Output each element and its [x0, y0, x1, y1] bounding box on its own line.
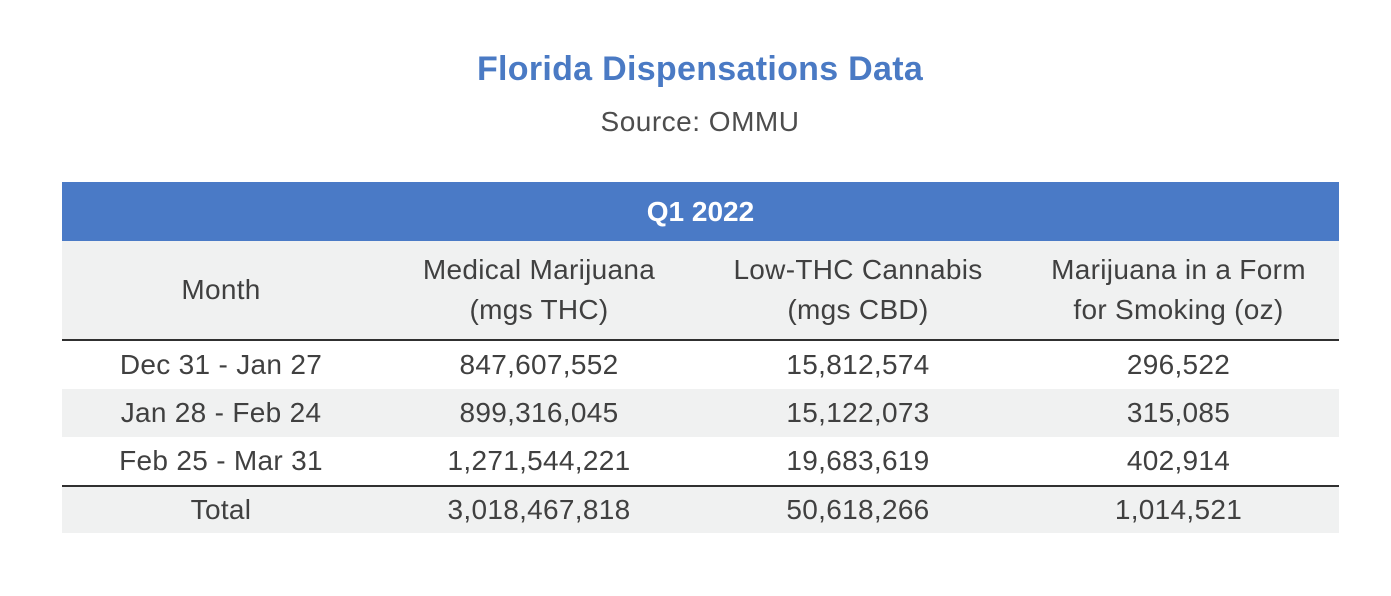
table-cell-low-thc-cannabis: 19,683,619 [786, 445, 930, 476]
column-header-line2: (mgs THC) [469, 294, 609, 325]
column-header-medical-marijuana: Medical Marijuana (mgs THC) [380, 241, 698, 339]
total-smoking-form: 1,014,521 [1114, 494, 1243, 525]
column-header-line1: Medical Marijuana [422, 254, 656, 285]
total-row: Total 3,018,467,818 50,618,266 1,014,521 [62, 485, 1339, 533]
column-header-line1: Marijuana in a Form [1051, 254, 1306, 285]
column-header-month: Month [62, 241, 380, 339]
column-header-line2: for Smoking (oz) [1073, 294, 1284, 325]
column-header-smoking-form: Marijuana in a Form for Smoking (oz) [1018, 241, 1339, 339]
data-table: Q1 2022 Month Medical Marijuana (mgs THC… [62, 182, 1339, 533]
table-cell-medical-marijuana: 899,316,045 [459, 397, 619, 428]
table-cell-low-thc-cannabis: 15,812,574 [786, 349, 930, 380]
chart-subtitle: Source: OMMU [600, 106, 800, 137]
total-label: Total [190, 494, 252, 525]
table-cell-medical-marijuana: 847,607,552 [459, 349, 619, 380]
table-row: Jan 28 - Feb 24 899,316,045 15,122,073 3… [62, 389, 1339, 437]
table-row: Dec 31 - Jan 27 847,607,552 15,812,574 2… [62, 341, 1339, 389]
column-header-month-line1: Month [181, 274, 261, 305]
table-cell-smoking-form: 296,522 [1126, 349, 1231, 380]
column-header-low-thc-cannabis: Low-THC Cannabis (mgs CBD) [698, 241, 1018, 339]
table-cell-month: Dec 31 - Jan 27 [119, 349, 323, 380]
table-cell-smoking-form: 315,085 [1126, 397, 1231, 428]
table-cell-smoking-form: 402,914 [1126, 445, 1231, 476]
column-header-line2: (mgs CBD) [787, 294, 929, 325]
table-cell-low-thc-cannabis: 15,122,073 [786, 397, 930, 428]
table-cell-medical-marijuana: 1,271,544,221 [447, 445, 631, 476]
total-medical-marijuana: 3,018,467,818 [447, 494, 631, 525]
total-low-thc-cannabis: 50,618,266 [786, 494, 930, 525]
table-row: Feb 25 - Mar 31 1,271,544,221 19,683,619… [62, 437, 1339, 485]
table-cell-month: Feb 25 - Mar 31 [119, 445, 323, 476]
table-cell-month: Jan 28 - Feb 24 [120, 397, 322, 428]
group-header-band: Q1 2022 [62, 182, 1339, 241]
column-header-row: Month Medical Marijuana (mgs THC) Low-TH… [62, 241, 1339, 341]
column-header-line1: Low-THC Cannabis [733, 254, 983, 285]
chart-title: Florida Dispensations Data [476, 50, 924, 88]
